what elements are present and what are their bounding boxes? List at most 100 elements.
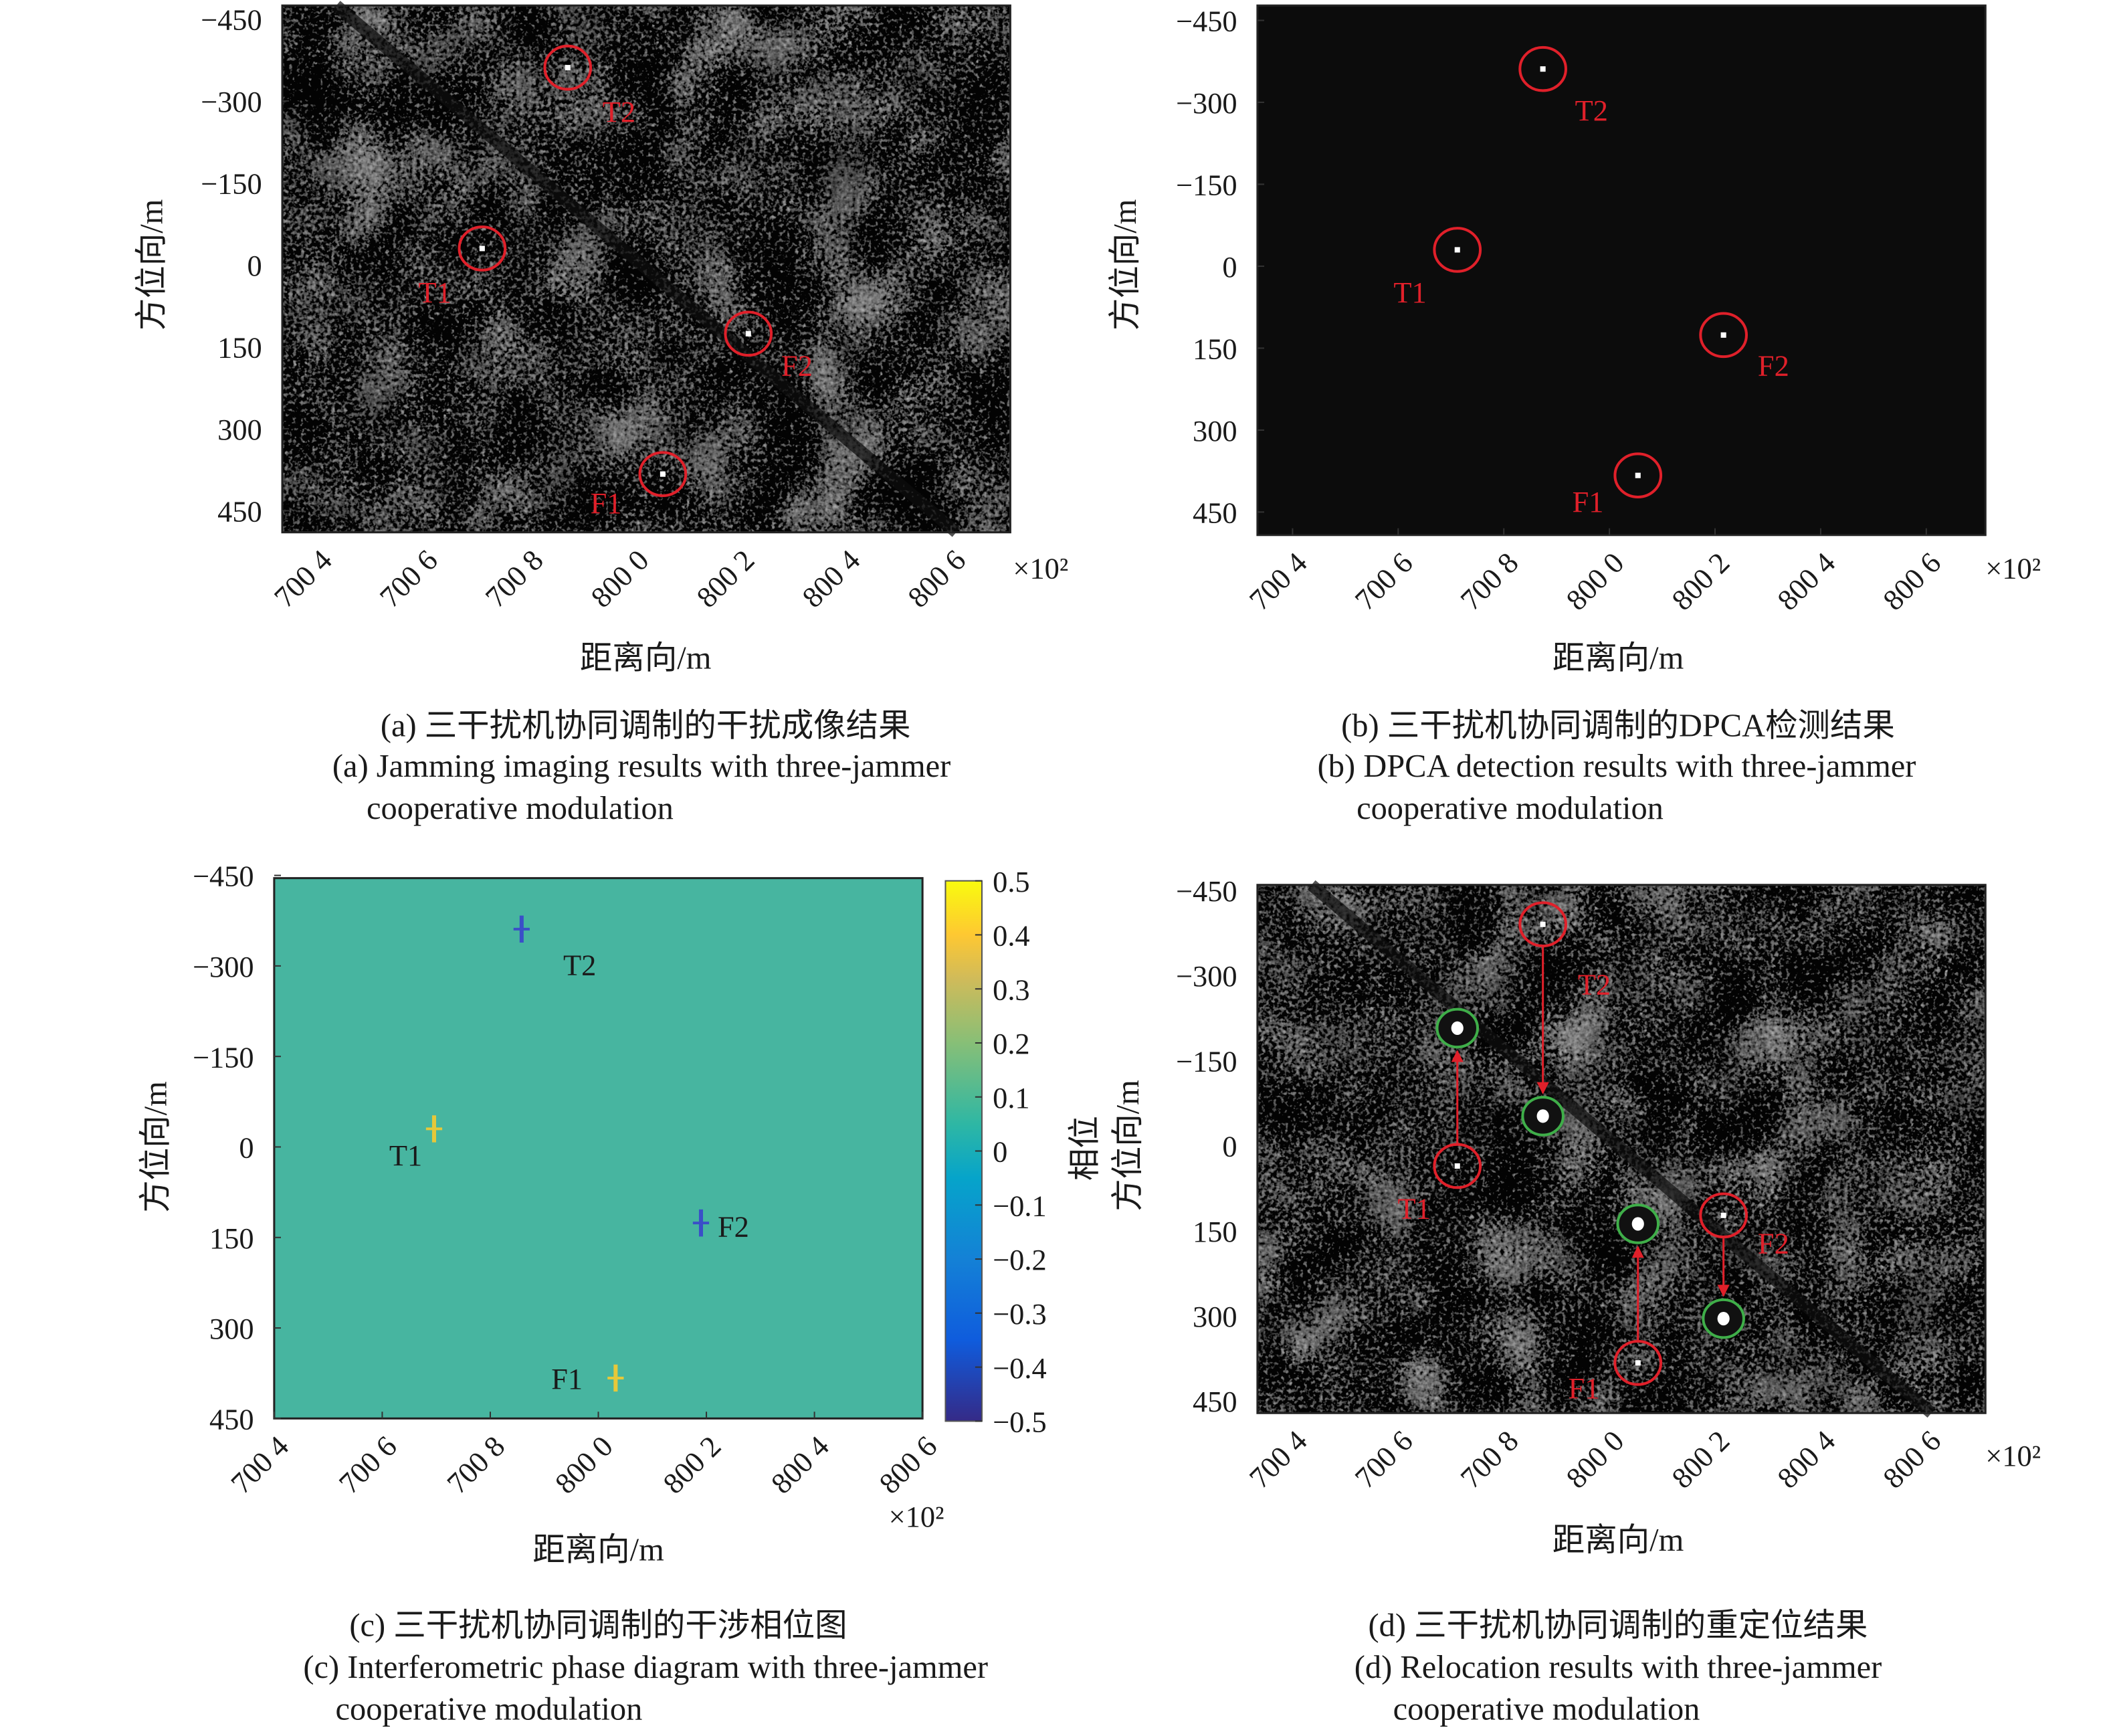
target-label: T1 <box>389 1139 422 1172</box>
y-axis-label: 方位向/m <box>1110 1080 1146 1212</box>
colorbar-tick-label: 0.2 <box>993 1027 1030 1060</box>
x-multiplier: ×10² <box>889 1500 944 1533</box>
colorbar: 0.5 0.4 0.3 0.2 0.1 0 −0.1 −0.2 −0.3 −0.4 −0.5 相位 <box>944 865 1103 1439</box>
target-point <box>479 246 485 252</box>
target-circle <box>724 310 773 357</box>
x-tick-label: 800 6 <box>1876 546 1947 617</box>
y-tick-label: 300 <box>217 413 262 446</box>
y-tick-label: 150 <box>1193 1215 1237 1248</box>
relocated-point <box>1717 1312 1730 1326</box>
target-label: T1 <box>1397 1192 1430 1226</box>
y-tick-label: 300 <box>209 1312 254 1345</box>
target-point <box>1454 1163 1460 1169</box>
target-label: T1 <box>419 276 452 309</box>
target-circle <box>1518 901 1567 948</box>
target-label: F1 <box>1573 485 1604 518</box>
caption-en: (c) Interferometric phase diagram with t… <box>303 1650 988 1685</box>
y-tick-label: −150 <box>1176 1044 1237 1078</box>
y-tick-label: −150 <box>1176 169 1237 202</box>
x-tick-label: 800 6 <box>901 543 972 614</box>
target-label: F2 <box>718 1210 749 1243</box>
relocated-point <box>1536 1109 1549 1123</box>
target-label: T2 <box>1575 94 1608 127</box>
x-tick-label: 700 4 <box>224 1429 295 1500</box>
target-label: T2 <box>603 95 635 128</box>
target-circle <box>1699 1192 1748 1239</box>
y-tick-label: 450 <box>1193 496 1237 530</box>
colorbar-tick-label: 0.1 <box>993 1081 1030 1115</box>
y-tick-label: 0 <box>239 1131 254 1165</box>
x-tick-label: 800 4 <box>1771 546 1841 617</box>
y-tick-label: 300 <box>1193 1300 1237 1333</box>
y-tick-label: −450 <box>1176 874 1237 908</box>
target-point <box>745 330 751 336</box>
target-point <box>1540 921 1546 927</box>
colorbar-tick-label: −0.2 <box>993 1243 1047 1276</box>
x-tick-label: 700 6 <box>332 1429 403 1500</box>
colorbar-tick-label: −0.4 <box>993 1351 1047 1385</box>
target-label: F1 <box>1569 1371 1600 1405</box>
relocated-point <box>1631 1217 1644 1231</box>
x-tick-label: 700 8 <box>440 1429 511 1500</box>
target-circle <box>638 451 688 497</box>
x-axis-label: 距离向/m <box>1552 1523 1684 1558</box>
x-axis-label: 距离向/m <box>580 641 712 676</box>
y-axis-label: 方位向/m <box>138 1081 173 1213</box>
caption-cn: (a) 三干扰机协同调制的干扰成像结果 <box>381 708 911 744</box>
x-tick-label: 800 2 <box>656 1429 727 1500</box>
caption-en-cont: cooperative modulation <box>1357 791 1664 826</box>
y-axis-label: 方位向/m <box>1108 199 1143 331</box>
y-tick-label: −300 <box>193 950 254 983</box>
caption-en: (b) DPCA detection results with three-ja… <box>1318 749 1916 784</box>
target-label: F2 <box>781 349 813 382</box>
x-tick-label: 800 4 <box>1771 1424 1841 1494</box>
x-tick-label: 700 6 <box>1348 546 1419 617</box>
colorbar-tick-label: −0.5 <box>993 1406 1047 1439</box>
x-tick-label: 800 6 <box>872 1429 943 1500</box>
target-point <box>1454 247 1460 253</box>
target-circle <box>1613 1339 1663 1386</box>
x-tick-label: 800 2 <box>1665 1424 1736 1494</box>
y-axis-label: 方位向/m <box>134 199 169 331</box>
y-tick-label: −450 <box>201 3 262 37</box>
y-tick-label: 450 <box>1193 1385 1237 1418</box>
road-stripe <box>332 1 961 537</box>
colorbar-label: 相位 <box>1068 1116 1103 1181</box>
x-tick-label: 700 6 <box>1348 1424 1419 1494</box>
plot-frame <box>1256 884 1987 1414</box>
target-label: T2 <box>563 949 596 982</box>
caption-cn: (d) 三干扰机协同调制的重定位结果 <box>1369 1608 1868 1643</box>
y-tick-label: 0 <box>247 249 262 282</box>
x-axis-label: 距离向/m <box>532 1532 664 1567</box>
x-tick-label: 700 8 <box>1454 1424 1525 1494</box>
detection-map <box>1257 5 1986 535</box>
target-circle <box>1433 227 1482 273</box>
caption-en-cont: cooperative modulation <box>336 1692 643 1727</box>
caption-cn: (c) 三干扰机协同调制的干涉相位图 <box>349 1608 847 1643</box>
y-tick-label: 450 <box>209 1403 254 1436</box>
x-tick-label: 700 8 <box>1454 546 1525 617</box>
target-circle <box>543 44 593 91</box>
caption-en-cont: cooperative modulation <box>367 791 674 826</box>
phase-map <box>274 878 923 1419</box>
x-axis-label: 距离向/m <box>1552 641 1684 676</box>
target-circle <box>1613 452 1663 499</box>
x-tick-label: 700 4 <box>1243 1424 1314 1494</box>
x-tick-label: 800 0 <box>1559 1424 1630 1494</box>
y-tick-label: 150 <box>1193 332 1237 366</box>
colorbar-tick-label: −0.3 <box>993 1297 1047 1331</box>
y-tick-label: −450 <box>193 860 254 893</box>
colorbar-gradient <box>944 880 983 1422</box>
x-tick-label: 800 0 <box>585 543 656 614</box>
x-tick-label: 700 4 <box>1243 546 1314 617</box>
y-tick-label: −150 <box>201 167 262 201</box>
target-label: T1 <box>1393 276 1426 309</box>
colorbar-tick-label: 0.4 <box>993 919 1030 953</box>
x-tick-label: 700 8 <box>479 543 550 614</box>
y-tick-label: −150 <box>193 1040 254 1074</box>
target-point <box>1635 1360 1641 1366</box>
y-tick-label: −300 <box>201 85 262 118</box>
